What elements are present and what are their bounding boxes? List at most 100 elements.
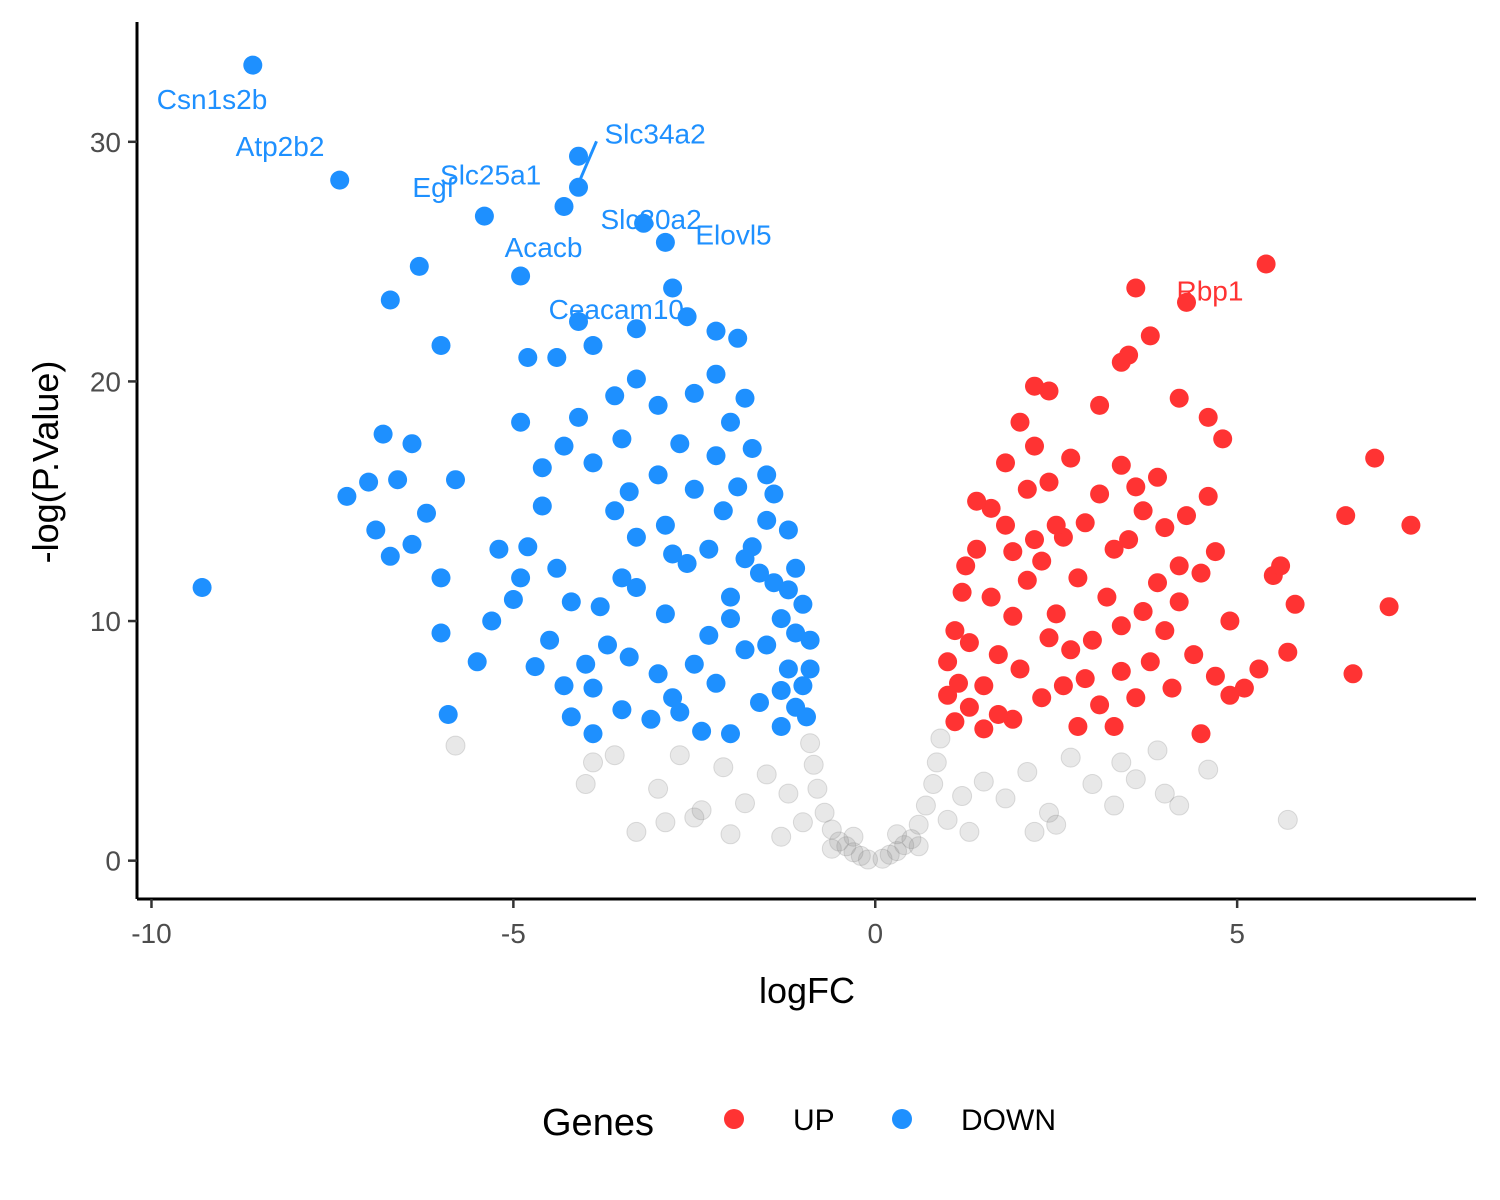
point-ns: [735, 793, 755, 814]
point-down: [569, 407, 588, 427]
point-up: [1039, 381, 1059, 401]
point-up: [1336, 506, 1356, 526]
point-ns: [445, 735, 466, 756]
point-down: [626, 527, 646, 547]
point-ns: [655, 812, 676, 833]
legend-up-marker: [724, 1109, 744, 1129]
point-down: [431, 568, 451, 588]
point-up: [1401, 515, 1421, 535]
point-down: [757, 465, 777, 485]
point-ns: [821, 838, 842, 859]
point-down: [655, 515, 675, 535]
gene-labels-layer: Csn1s2b Atp2b2 Slc25a1 Slc34a2 Egf Slc30a2 Aca…: [157, 84, 1244, 325]
point-down: [778, 580, 798, 600]
point-down: [547, 348, 567, 367]
gene-label: Elovl5: [695, 219, 771, 250]
y-tick-label: 20: [90, 366, 121, 397]
point-ns: [713, 757, 734, 778]
point-ns: [1082, 774, 1103, 794]
point-up: [1205, 666, 1225, 686]
point-up: [1039, 628, 1059, 648]
point-up: [1068, 568, 1088, 588]
point-ns: [908, 814, 929, 835]
point-up: [945, 712, 965, 732]
point-down: [648, 465, 668, 485]
point-down: [598, 635, 617, 655]
legend-title: Genes: [542, 1102, 654, 1144]
x-axis-title: logFC: [759, 970, 855, 1011]
point-down: [677, 554, 697, 573]
gene-label: Ceacam10: [549, 294, 684, 325]
point-up: [974, 719, 994, 739]
point-up: [1032, 688, 1052, 708]
point-up: [1278, 642, 1298, 662]
point-down: [540, 630, 560, 650]
point-down: [793, 676, 813, 696]
point-down: [742, 537, 762, 557]
point-up: [1343, 664, 1363, 684]
point-down: [634, 213, 654, 233]
point-up: [974, 676, 994, 696]
point-up: [1075, 669, 1095, 689]
point-down: [518, 537, 538, 557]
point-up: [1234, 678, 1254, 698]
point-up: [1003, 542, 1023, 562]
point-ns: [807, 778, 828, 799]
point-up: [988, 705, 1008, 724]
point-down: [547, 558, 567, 578]
point-down: [605, 386, 625, 406]
point-ns: [952, 786, 973, 806]
point-ns: [1154, 783, 1175, 804]
point-down: [757, 635, 777, 655]
point-up: [1191, 724, 1211, 744]
point-down: [786, 623, 806, 643]
point-down: [778, 659, 798, 679]
point-ns: [879, 844, 900, 865]
point-down: [699, 539, 719, 559]
point-down: [337, 486, 357, 506]
point-up: [1184, 645, 1204, 665]
point-down: [706, 673, 726, 693]
point-up: [1256, 254, 1276, 274]
gene-label: Rbp1: [1176, 275, 1243, 306]
point-ns: [930, 728, 951, 749]
point-down: [771, 717, 791, 736]
point-ns: [1277, 809, 1298, 830]
point-ns: [995, 788, 1016, 809]
point-up: [1191, 563, 1211, 583]
point-up: [1162, 678, 1182, 698]
point-up: [1046, 604, 1066, 624]
point-down: [670, 434, 690, 454]
gene-label: Egf: [412, 172, 454, 203]
point-up: [1133, 501, 1153, 521]
point-down: [771, 681, 791, 700]
point-down: [728, 328, 748, 348]
point-ns: [648, 778, 669, 799]
point-ns: [908, 836, 929, 857]
point-up: [1220, 685, 1240, 705]
point-down: [554, 436, 574, 456]
point-up: [988, 645, 1008, 665]
point-up: [996, 453, 1015, 473]
point-ns: [756, 764, 777, 785]
point-up: [1104, 539, 1124, 559]
point-down: [569, 312, 588, 331]
point-up: [949, 673, 968, 693]
point-down: [648, 395, 668, 415]
point-up: [1111, 661, 1131, 681]
point-down: [612, 429, 632, 449]
point-up: [1213, 429, 1233, 449]
point-up: [967, 491, 987, 511]
point-down: [706, 364, 726, 384]
point-down: [778, 520, 798, 540]
point-up: [981, 587, 1001, 607]
point-down: [800, 630, 820, 650]
point-ns: [778, 783, 799, 804]
point-down: [605, 501, 625, 521]
point-up: [1010, 659, 1030, 679]
point-up: [1177, 506, 1196, 526]
label-leader-line: [577, 140, 598, 184]
point-up: [1090, 395, 1110, 415]
point-ns: [800, 733, 821, 754]
point-down: [655, 604, 675, 624]
